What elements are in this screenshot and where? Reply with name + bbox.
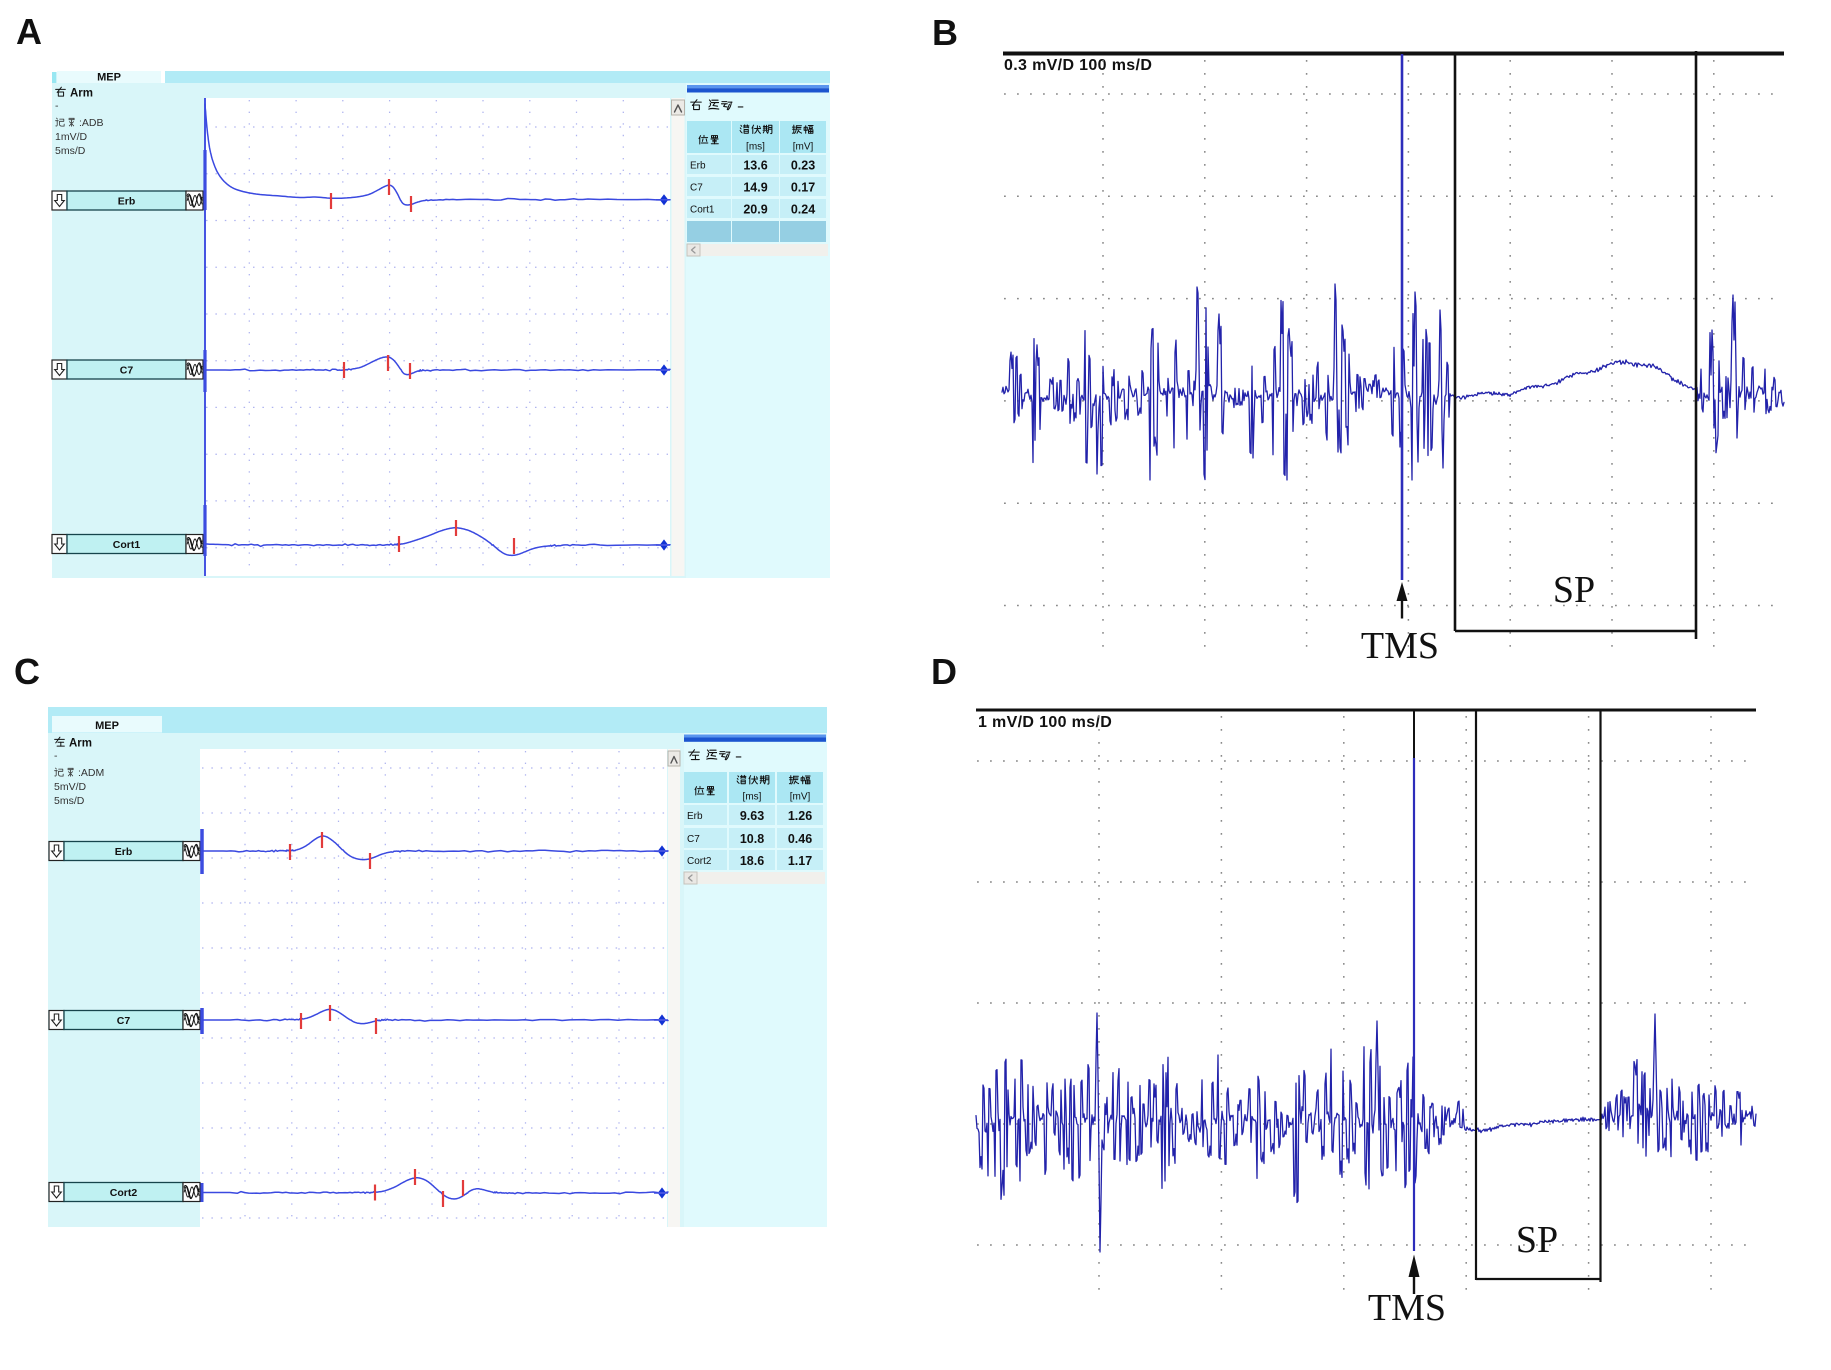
svg-text:5ms/D: 5ms/D xyxy=(54,795,85,807)
svg-text:TMS: TMS xyxy=(1368,1287,1446,1329)
svg-text:[ms]: [ms] xyxy=(743,792,762,803)
svg-text:–: – xyxy=(738,101,744,113)
svg-text:5ms/D: 5ms/D xyxy=(55,145,86,157)
svg-text:0.17: 0.17 xyxy=(791,181,815,195)
svg-text:SP: SP xyxy=(1516,1219,1558,1261)
svg-text:Erb: Erb xyxy=(690,161,706,172)
svg-text:9.63: 9.63 xyxy=(740,809,764,823)
svg-text:D: D xyxy=(931,651,957,692)
svg-text:A: A xyxy=(16,11,42,52)
svg-text:1 mV/D 100 ms/D: 1 mV/D 100 ms/D xyxy=(978,714,1112,731)
svg-text:14.9: 14.9 xyxy=(743,181,767,195)
svg-text:10.8: 10.8 xyxy=(740,832,764,846)
svg-text:[ms]: [ms] xyxy=(746,142,765,153)
svg-text:MEP: MEP xyxy=(95,720,119,732)
svg-text:Cort1: Cort1 xyxy=(113,539,141,551)
svg-text::ADM: :ADM xyxy=(78,767,104,779)
svg-text:[mV]: [mV] xyxy=(790,792,811,803)
svg-text:1.17: 1.17 xyxy=(788,854,812,868)
svg-text::ADB: :ADB xyxy=(79,117,104,129)
svg-text:Cort1: Cort1 xyxy=(690,205,715,216)
svg-text:B: B xyxy=(932,12,958,53)
svg-text:-: - xyxy=(54,750,58,762)
svg-text:13.6: 13.6 xyxy=(743,159,767,173)
svg-text:5mV/D: 5mV/D xyxy=(54,781,87,793)
svg-text:Erb: Erb xyxy=(115,846,133,858)
svg-text:Cort2: Cort2 xyxy=(110,1187,138,1199)
svg-text:–: – xyxy=(736,751,742,763)
svg-text:0.46: 0.46 xyxy=(788,832,812,846)
svg-text:0.23: 0.23 xyxy=(791,159,815,173)
svg-text:1mV/D: 1mV/D xyxy=(55,131,88,143)
svg-text:MEP: MEP xyxy=(97,72,121,84)
svg-text:0.3 mV/D 100 ms/D: 0.3 mV/D 100 ms/D xyxy=(1004,57,1152,74)
svg-text:[mV]: [mV] xyxy=(793,142,814,153)
svg-text:18.6: 18.6 xyxy=(740,854,764,868)
svg-text:C7: C7 xyxy=(117,1015,131,1027)
svg-text:C7: C7 xyxy=(690,183,703,194)
svg-text:Cort2: Cort2 xyxy=(687,856,712,867)
svg-text:Erb: Erb xyxy=(687,811,703,822)
svg-text:Arm: Arm xyxy=(69,738,92,750)
svg-text:TMS: TMS xyxy=(1361,625,1439,667)
svg-text:Erb: Erb xyxy=(118,195,136,207)
svg-text:SP: SP xyxy=(1553,569,1595,611)
svg-text:-: - xyxy=(55,100,59,112)
svg-text:0.24: 0.24 xyxy=(791,203,815,217)
svg-text:1.26: 1.26 xyxy=(788,809,812,823)
svg-text:C7: C7 xyxy=(687,834,700,845)
svg-text:C: C xyxy=(14,651,40,692)
svg-text:Arm: Arm xyxy=(70,88,93,100)
svg-text:20.9: 20.9 xyxy=(743,203,767,217)
svg-text:C7: C7 xyxy=(120,364,134,376)
